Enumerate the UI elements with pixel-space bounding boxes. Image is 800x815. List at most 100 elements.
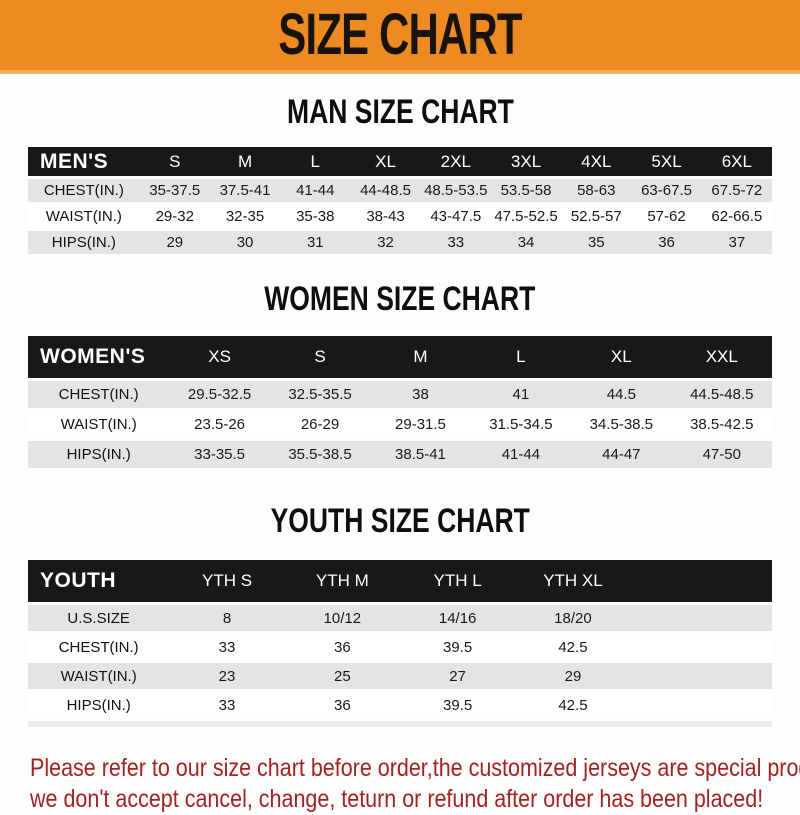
disclaimer-text: Please refer to our size chart before or… xyxy=(30,753,800,815)
size-chart-banner: SIZE CHART xyxy=(0,0,800,74)
women-value-cell: 26-29 xyxy=(269,411,371,438)
men-header-cell: XL xyxy=(350,147,421,176)
men-value-cell: 31 xyxy=(280,231,351,254)
youth-value-cell xyxy=(630,605,772,631)
men-value-cell: 36 xyxy=(631,231,702,254)
women-value-cell: 38.5-42.5 xyxy=(671,411,772,438)
women-value-cell: 29.5-32.5 xyxy=(169,381,270,408)
youth-table-bottom-strip xyxy=(28,721,772,727)
youth-row-label-cell: U.S.SIZE xyxy=(28,605,170,631)
women-header-cell: L xyxy=(470,336,572,378)
youth-row-label-cell: CHEST(IN.) xyxy=(28,634,170,660)
youth-table-row: CHEST(IN.) 33 36 39.5 42.5 xyxy=(28,634,772,660)
women-table-row: WAIST(IN.) 23.5-26 26-29 29-31.5 31.5-34.5 34… xyxy=(28,411,772,438)
men-value-cell: 44-48.5 xyxy=(350,179,421,202)
men-value-cell: 32-35 xyxy=(209,205,281,228)
men-section-heading-text: MAN SIZE CHART xyxy=(286,93,514,131)
youth-header-cell: YTH L xyxy=(399,560,516,602)
men-value-cell: 53.5-58 xyxy=(490,179,562,202)
women-header-cell: XS xyxy=(169,336,270,378)
women-header-cell: M xyxy=(370,336,471,378)
men-value-cell: 67.5-72 xyxy=(701,179,772,202)
women-value-cell: 23.5-26 xyxy=(169,411,270,438)
youth-value-cell xyxy=(630,634,772,660)
men-value-cell: 34 xyxy=(490,231,562,254)
youth-value-cell: 23 xyxy=(169,663,285,689)
men-value-cell: 29-32 xyxy=(139,205,210,228)
men-value-cell: 29 xyxy=(139,231,210,254)
men-header-cell: L xyxy=(280,147,351,176)
women-value-cell: 29-31.5 xyxy=(370,411,471,438)
men-value-cell: 32 xyxy=(350,231,421,254)
youth-value-cell: 42.5 xyxy=(515,634,631,660)
men-header-cell: 2XL xyxy=(420,147,491,176)
women-header-cell: XL xyxy=(571,336,672,378)
youth-table-row: HIPS(IN.) 33 36 39.5 42.5 xyxy=(28,692,772,718)
youth-table-row: WAIST(IN.) 23 25 27 29 xyxy=(28,663,772,689)
women-value-cell: 35.5-38.5 xyxy=(269,441,371,468)
men-value-cell: 37.5-41 xyxy=(209,179,281,202)
men-table-row: HIPS(IN.) 29 30 31 32 33 34 35 36 37 xyxy=(28,231,772,254)
youth-header-cell: YTH M xyxy=(284,560,400,602)
women-table-row: CHEST(IN.) 29.5-32.5 32.5-35.5 38 41 44.5 44.5… xyxy=(28,381,772,408)
youth-value-cell: 36 xyxy=(284,634,400,660)
men-header-cell: 3XL xyxy=(490,147,562,176)
men-value-cell: 33 xyxy=(420,231,491,254)
youth-value-cell: 33 xyxy=(169,692,285,718)
men-value-cell: 37 xyxy=(701,231,772,254)
women-row-label-cell: HIPS(IN.) xyxy=(28,441,170,468)
men-size-table: MEN'S S M L XL 2XL 3XL 4XL 5XL 6XL CHEST(IN.) 35-37… xyxy=(28,144,772,257)
men-value-cell: 35-38 xyxy=(280,205,351,228)
youth-value-cell: 33 xyxy=(169,634,285,660)
women-size-table: WOMEN'S XS S M L XL XXL CHEST(IN.) 29.5-32.5 32.5… xyxy=(28,333,772,471)
men-value-cell: 43-47.5 xyxy=(420,205,491,228)
youth-value-cell: 8 xyxy=(169,605,285,631)
men-value-cell: 58-63 xyxy=(561,179,632,202)
women-header-cell: S xyxy=(269,336,371,378)
men-value-cell: 35 xyxy=(561,231,632,254)
men-table-row: CHEST(IN.) 35-37.5 37.5-41 41-44 44-48.5 48.5… xyxy=(28,179,772,202)
women-value-cell: 34.5-38.5 xyxy=(571,411,672,438)
men-row-label-cell: HIPS(IN.) xyxy=(28,231,140,254)
youth-header-cell xyxy=(630,560,772,602)
youth-value-cell xyxy=(630,663,772,689)
men-header-cell: 6XL xyxy=(701,147,772,176)
men-value-cell: 35-37.5 xyxy=(139,179,210,202)
women-value-cell: 31.5-34.5 xyxy=(470,411,572,438)
women-value-cell: 38.5-41 xyxy=(370,441,471,468)
men-table-row: WAIST(IN.) 29-32 32-35 35-38 38-43 43-47.5 47.… xyxy=(28,205,772,228)
youth-value-cell xyxy=(630,692,772,718)
men-header-cell: S xyxy=(139,147,210,176)
women-header-cell: WOMEN'S xyxy=(28,336,170,378)
men-table: MEN'S S M L XL 2XL 3XL 4XL 5XL 6XL CHEST(IN.) 35-37… xyxy=(28,144,772,257)
men-header-cell: M xyxy=(209,147,281,176)
men-value-cell: 52.5-57 xyxy=(561,205,632,228)
youth-value-cell: 10/12 xyxy=(284,605,400,631)
youth-value-cell: 39.5 xyxy=(399,692,516,718)
women-table-row: HIPS(IN.) 33-35.5 35.5-38.5 38.5-41 41-44 44-… xyxy=(28,441,772,468)
men-value-cell: 63-67.5 xyxy=(631,179,702,202)
youth-section-heading: YOUTH SIZE CHART xyxy=(0,503,800,543)
youth-value-cell: 27 xyxy=(399,663,516,689)
men-header-cell: 5XL xyxy=(631,147,702,176)
youth-value-cell: 42.5 xyxy=(515,692,631,718)
women-value-cell: 32.5-35.5 xyxy=(269,381,371,408)
men-value-cell: 30 xyxy=(209,231,281,254)
women-value-cell: 41 xyxy=(470,381,572,408)
women-value-cell: 38 xyxy=(370,381,471,408)
women-section-heading: WOMEN SIZE CHART xyxy=(0,281,800,321)
men-value-cell: 41-44 xyxy=(280,179,351,202)
banner-title: SIZE CHART xyxy=(278,2,522,67)
women-value-cell: 33-35.5 xyxy=(169,441,270,468)
women-value-cell: 44-47 xyxy=(571,441,672,468)
men-header-cell: 4XL xyxy=(561,147,632,176)
women-table: WOMEN'S XS S M L XL XXL CHEST(IN.) 29.5-32.5 32.5… xyxy=(28,333,772,471)
youth-header-row: YOUTH YTH S YTH M YTH L YTH XL xyxy=(28,560,772,602)
men-value-cell: 62-66.5 xyxy=(701,205,772,228)
men-value-cell: 57-62 xyxy=(631,205,702,228)
youth-value-cell: 25 xyxy=(284,663,400,689)
youth-value-cell: 29 xyxy=(515,663,631,689)
women-value-cell: 41-44 xyxy=(470,441,572,468)
youth-size-table: YOUTH YTH S YTH M YTH L YTH XL U.S.SIZE 8 10/12… xyxy=(28,557,772,721)
youth-row-label-cell: WAIST(IN.) xyxy=(28,663,170,689)
